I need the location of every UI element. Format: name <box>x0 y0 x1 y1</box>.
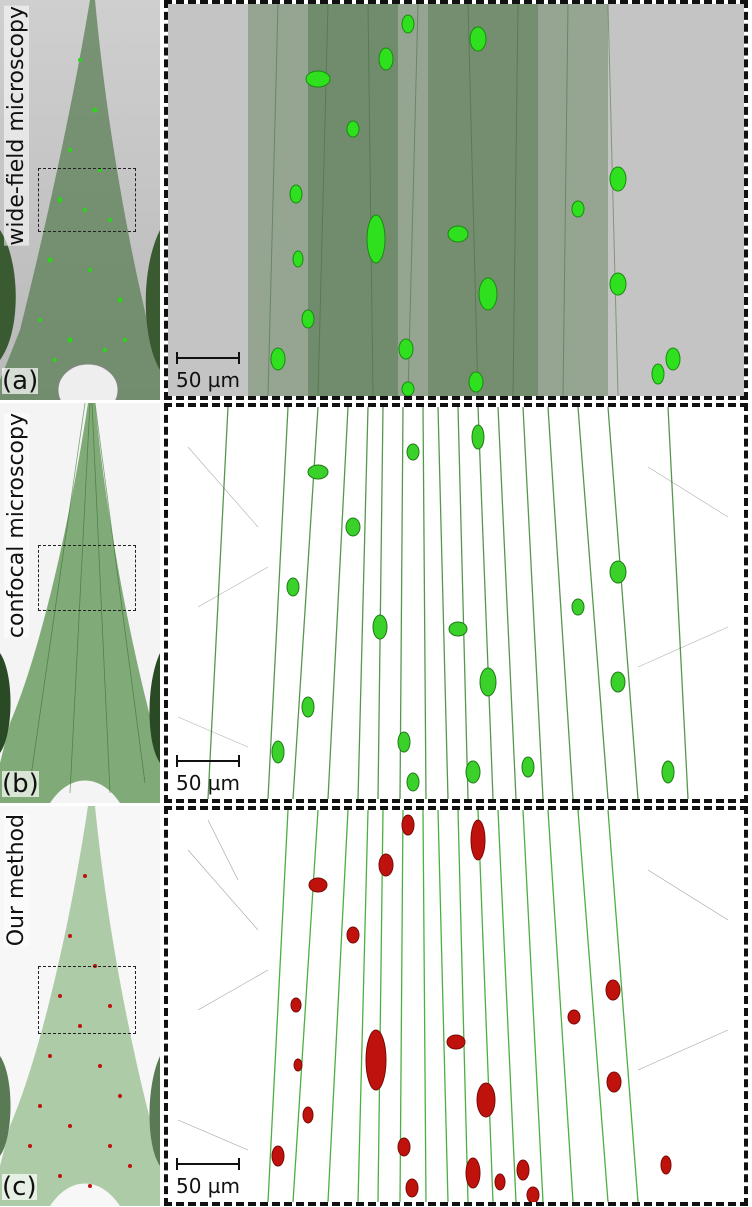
scale-label: 50 µm <box>176 368 241 392</box>
panel-label: confocal microscopy <box>4 413 29 639</box>
confocal-zoom-image: 50 µm <box>164 403 748 803</box>
panel-b: confocal microscopy (b) <box>0 403 752 803</box>
widefield-overview-image: wide-field microscopy (a) <box>0 0 160 400</box>
scale-label: 50 µm <box>176 1174 241 1198</box>
scale-bar <box>176 1158 240 1170</box>
method-zoom-image: 50 µm <box>164 806 748 1206</box>
panel-a: wide-field microscopy (a) <box>0 0 752 400</box>
scale-bar <box>176 352 240 364</box>
scale-label: 50 µm <box>176 771 241 795</box>
method-overview-image: Our method (c) <box>0 806 160 1206</box>
roi-box <box>38 966 136 1034</box>
scale-bar <box>176 755 240 767</box>
widefield-zoom-image: 50 µm <box>164 0 748 400</box>
panel-tag: (c) <box>2 1172 37 1202</box>
panel-c: Our method (c) <box>0 806 752 1206</box>
roi-box <box>38 545 136 611</box>
panel-tag: (b) <box>2 769 39 799</box>
panel-label: wide-field microscopy <box>4 6 29 246</box>
roi-box <box>38 168 136 232</box>
confocal-overview-image: confocal microscopy (b) <box>0 403 160 803</box>
panel-tag: (a) <box>2 366 39 396</box>
panel-label: Our method <box>4 814 29 947</box>
